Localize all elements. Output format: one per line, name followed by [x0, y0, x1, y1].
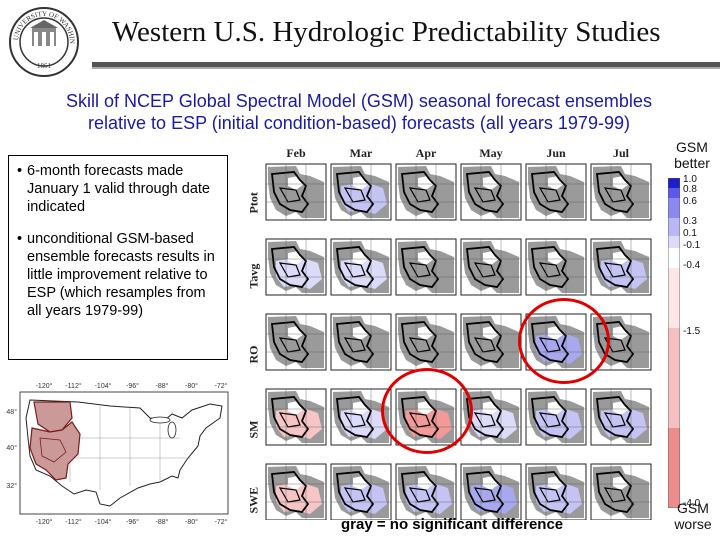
map-cell-sm-mar	[330, 388, 392, 446]
map-cell-tavg-jun	[525, 238, 587, 296]
map-cell-ro-feb	[265, 313, 327, 371]
lat-label: 40°	[6, 444, 17, 452]
colorbar-segment	[668, 428, 680, 508]
month-label-jun: Jun	[546, 146, 566, 160]
lat-label: 48°	[6, 408, 17, 416]
map-cell-swe-mar	[330, 463, 392, 520]
map-cell-ptot-apr	[395, 163, 457, 221]
map-cell-sm-jul	[590, 388, 652, 446]
colorbar	[668, 178, 680, 508]
map-cell-tavg-mar	[330, 238, 392, 296]
map-cell-ptot-feb	[265, 163, 327, 221]
map-cell-swe-jun	[525, 463, 587, 520]
lon-label: -88°	[156, 382, 169, 390]
map-cell-sm-feb	[265, 388, 327, 446]
map-cell-swe-jul	[590, 463, 652, 520]
lon-label: -96°	[126, 518, 139, 526]
note-bullet-2: unconditional GSM-based ensemble forecas…	[17, 230, 221, 320]
lon-labels-bottom: -120° -112° -104° -96° -88° -80° -72°	[36, 518, 228, 526]
colorbar-tick-label: 0.1	[683, 228, 697, 239]
map-cell-ptot-jun	[525, 163, 587, 221]
lon-label: -72°	[215, 518, 228, 526]
colorbar-segment	[668, 268, 680, 328]
slide-subtitle: Skill of NCEP Global Spectral Model (GSM…	[14, 90, 704, 134]
colorbar-segment	[668, 188, 680, 198]
lon-label: -96°	[126, 382, 139, 390]
map-cell-ptot-jul	[590, 163, 652, 221]
colorbar-tick-label: -0.1	[683, 240, 701, 251]
colorbar-segment	[668, 262, 680, 268]
lon-label: -88°	[156, 518, 169, 526]
map-cell-ptot-mar	[330, 163, 392, 221]
colorbar-segment	[668, 178, 680, 188]
note-bullet-1: 6-month forecasts made January 1 valid t…	[17, 162, 221, 216]
lon-label: -120°	[36, 518, 53, 526]
month-label-may: May	[479, 146, 503, 160]
forecast-skill-grid	[265, 163, 652, 520]
svg-text:1861: 1861	[37, 62, 52, 70]
map-cell-tavg-may	[460, 238, 522, 296]
university-seal-logo: UNIVERSITY OF WASHINGTON 1861	[8, 6, 79, 77]
colorbar-segment	[668, 328, 680, 428]
lon-label: -112°	[65, 518, 81, 526]
subtitle-line-2: relative to ESP (initial condition-based…	[88, 113, 630, 133]
map-cell-ro-may	[460, 313, 522, 371]
map-cell-swe-feb	[265, 463, 327, 520]
subtitle-line-1: Skill of NCEP Global Spectral Model (GSM…	[66, 91, 652, 111]
colorbar-tick-label: 1.0	[683, 174, 697, 185]
colorbar-segment	[668, 236, 680, 248]
colorbar-tick-label: 0.8	[683, 184, 697, 195]
us-study-area-map: -120° -112° -104° -96° -88° -80° -72° -120° -11…	[6, 382, 229, 526]
legend-bottom-label: GSM worse	[674, 500, 712, 532]
title-rule-shadow	[92, 67, 720, 69]
colorbar-tick-label: -0.4	[683, 260, 701, 271]
lon-label: -104°	[95, 518, 112, 526]
lon-label: -72°	[215, 382, 228, 390]
colorbar-tick-label: 0.3	[683, 216, 697, 227]
map-cell-sm-jun	[525, 388, 587, 446]
lon-label: -112°	[65, 382, 81, 390]
colorbar-segment	[668, 198, 680, 218]
highlight-circle-sm-apr	[381, 368, 473, 454]
month-label-mar: Mar	[349, 146, 373, 160]
map-cell-tavg-apr	[395, 238, 457, 296]
lon-labels-top: -120° -112° -104° -96° -88° -80° -72°	[36, 382, 228, 390]
colorbar-tick-label: -1.5	[683, 326, 701, 337]
lon-label: -80°	[185, 518, 198, 526]
month-label-apr: Apr	[415, 146, 437, 160]
lat-labels: 48° 40° 32°	[6, 408, 17, 490]
map-cell-swe-may	[460, 463, 522, 520]
colorbar-tick-label: 0.6	[683, 196, 697, 207]
lon-label: -120°	[36, 382, 53, 390]
month-label-jul: Jul	[612, 146, 629, 160]
highlight-circle-ro-jun	[518, 298, 610, 384]
lon-label: -80°	[185, 382, 198, 390]
slide-title: Western U.S. Hydrologic Predictability S…	[112, 16, 661, 48]
legend-top-label: GSM better	[674, 139, 710, 171]
lat-label: 32°	[6, 482, 17, 490]
colorbar-tick-label: -4.0	[683, 498, 701, 509]
map-cell-ro-mar	[330, 313, 392, 371]
lon-label: -104°	[95, 382, 112, 390]
notes-box: 6-month forecasts made January 1 valid t…	[8, 155, 228, 360]
footer-note: gray = no significant difference	[341, 516, 564, 533]
map-cell-ro-apr	[395, 313, 457, 371]
colorbar-segment	[668, 248, 680, 262]
title-rule	[92, 62, 720, 67]
map-cell-swe-apr	[395, 463, 457, 520]
study-region-basins	[29, 421, 81, 481]
month-label-feb: Feb	[286, 146, 306, 160]
colorbar-segment	[668, 218, 680, 236]
map-cell-ptot-may	[460, 163, 522, 221]
map-cell-tavg-feb	[265, 238, 327, 296]
map-cell-tavg-jul	[590, 238, 652, 296]
